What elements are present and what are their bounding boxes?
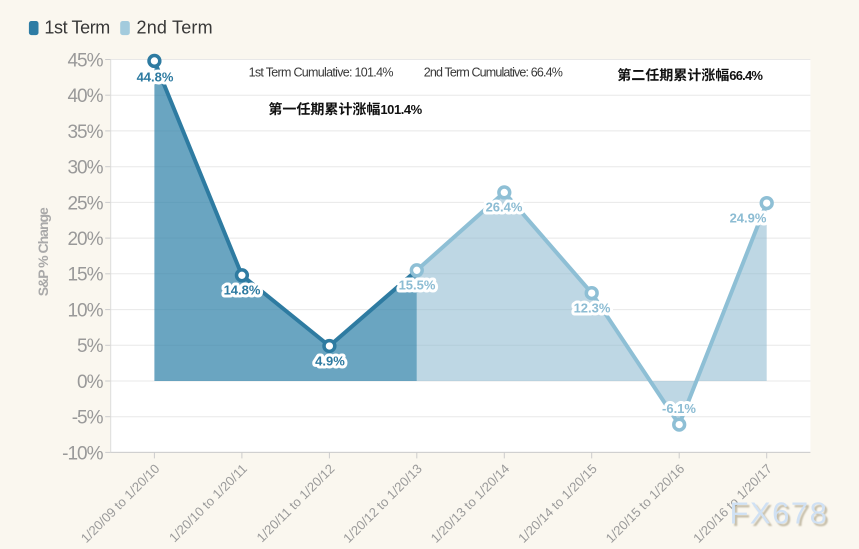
svg-text:1/20/11 to 1/20/12: 1/20/11 to 1/20/12: [253, 461, 337, 545]
svg-text:66.4%: 66.4%: [729, 68, 763, 83]
svg-text:12.3%: 12.3%: [574, 301, 611, 316]
svg-text:4.9%: 4.9%: [315, 354, 345, 369]
svg-text:40%: 40%: [67, 86, 103, 107]
svg-text:1/20/13 to 1/20/14: 1/20/13 to 1/20/14: [428, 461, 513, 546]
svg-text:-6.1%: -6.1%: [662, 401, 696, 416]
svg-text:1st Term: 1st Term: [44, 18, 110, 38]
svg-text:20%: 20%: [67, 229, 103, 250]
svg-text:2nd Term: 2nd Term: [137, 18, 213, 38]
svg-text:-10%: -10%: [62, 443, 103, 464]
svg-text:1/20/14 to 1/20/15: 1/20/14 to 1/20/15: [515, 461, 600, 546]
svg-text:44.8%: 44.8%: [137, 70, 174, 85]
svg-text:14.8%: 14.8%: [224, 283, 261, 298]
svg-text:24.9%: 24.9%: [730, 211, 767, 226]
svg-text:5%: 5%: [77, 336, 104, 357]
svg-text:FX678: FX678: [732, 498, 831, 533]
svg-text:0%: 0%: [77, 372, 104, 393]
svg-text:25%: 25%: [67, 193, 103, 214]
svg-text:30%: 30%: [67, 158, 103, 179]
svg-text:1/20/15 to 1/20/16: 1/20/15 to 1/20/16: [603, 461, 688, 546]
svg-text:35%: 35%: [67, 122, 103, 143]
svg-text:15.5%: 15.5%: [399, 278, 436, 293]
svg-text:26.4%: 26.4%: [486, 200, 523, 215]
svg-text:FX678: FX678: [730, 495, 829, 530]
svg-text:1/20/09 to 1/20/10: 1/20/09 to 1/20/10: [78, 461, 163, 546]
svg-text:10%: 10%: [67, 301, 103, 322]
svg-text:S&P % Change: S&P % Change: [35, 207, 51, 296]
svg-text:45%: 45%: [67, 50, 103, 71]
svg-text:101.4%: 101.4%: [380, 102, 422, 117]
svg-text:15%: 15%: [67, 265, 103, 286]
svg-text:1/20/10 to 1/20/11: 1/20/10 to 1/20/11: [166, 461, 250, 545]
svg-text:1/20/12 to 1/20/13: 1/20/12 to 1/20/13: [340, 461, 425, 546]
svg-text:-5%: -5%: [72, 408, 104, 429]
svg-text:2nd Term Cumulative: 66.4%: 2nd Term Cumulative: 66.4%: [424, 66, 563, 80]
svg-text:1st Term Cumulative: 101.4%: 1st Term Cumulative: 101.4%: [249, 66, 394, 80]
